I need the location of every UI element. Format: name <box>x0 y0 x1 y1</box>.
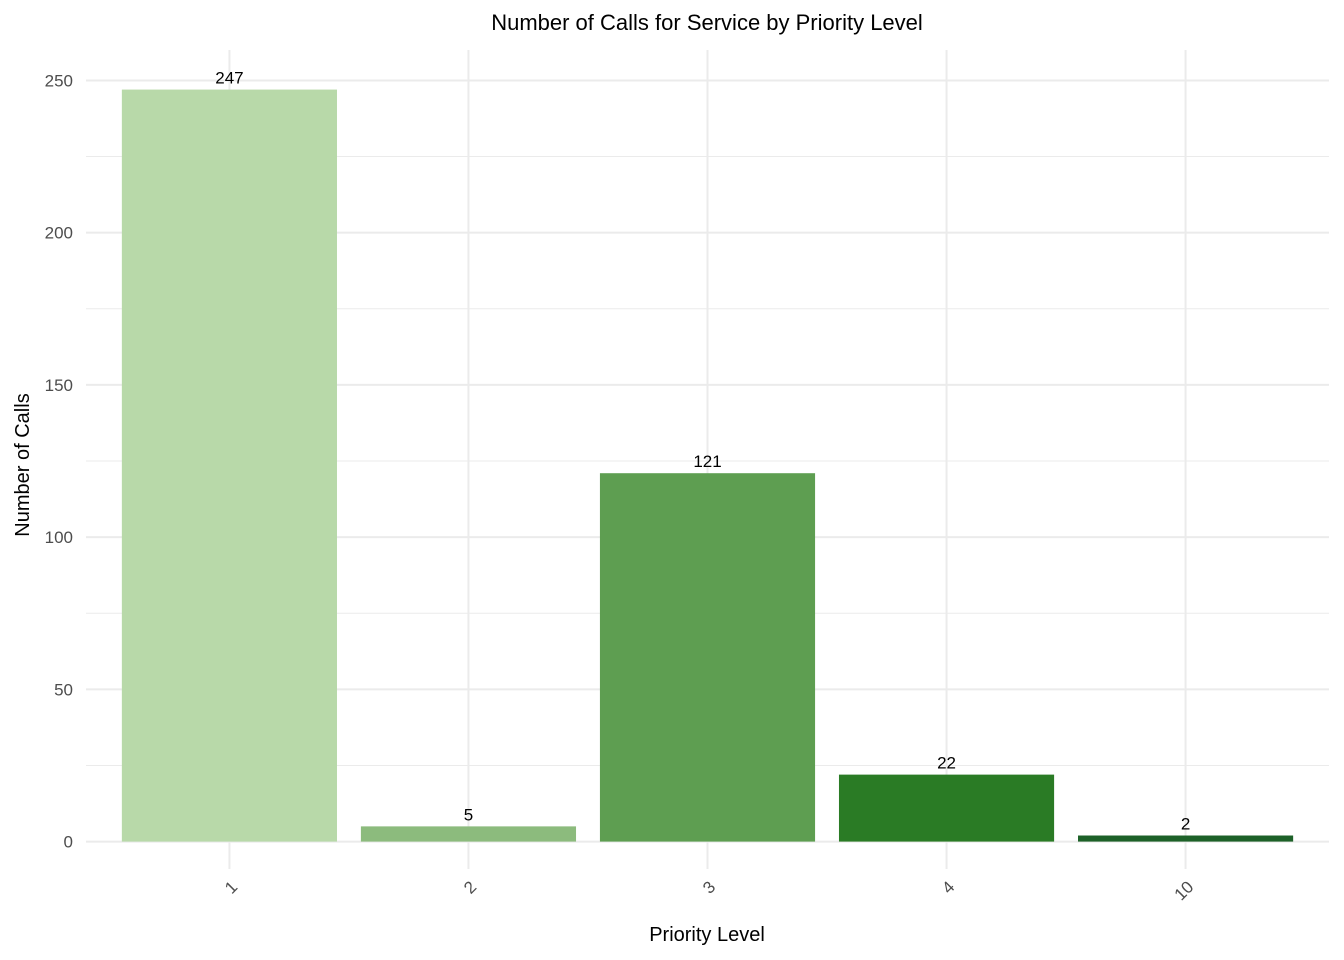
bar-value-label: 2 <box>1181 815 1190 834</box>
bar-value-label: 247 <box>215 69 243 88</box>
bar-value-label: 121 <box>693 452 721 471</box>
x-axis-title: Priority Level <box>649 924 765 946</box>
bar-value-label: 22 <box>937 754 956 773</box>
y-tick-label: 250 <box>45 71 73 90</box>
x-tick-label: 4 <box>938 877 958 897</box>
y-tick-label: 100 <box>45 528 73 547</box>
x-tick-label: 2 <box>460 877 480 897</box>
bar-priority-4 <box>838 774 1055 842</box>
bars-layer <box>121 89 1294 842</box>
x-tick-label: 1 <box>221 877 241 897</box>
bar-priority-1 <box>121 89 337 842</box>
y-tick-label: 0 <box>64 833 73 852</box>
x-tick-label: 10 <box>1171 877 1198 904</box>
ticks-layer: 0 50 100 150 200 250 1 2 3 4 10 <box>45 71 1198 904</box>
chart-title: Number of Calls for Service by Priority … <box>491 10 923 35</box>
bar-priority-10 <box>1078 835 1294 842</box>
y-tick-label: 50 <box>54 680 73 699</box>
bar-priority-3 <box>599 473 816 842</box>
bar-value-label: 5 <box>464 805 473 824</box>
y-tick-label: 150 <box>45 376 73 395</box>
x-tick-label: 3 <box>699 877 719 897</box>
y-axis-title: Number of Calls <box>12 393 34 536</box>
bar-priority-2 <box>360 826 577 842</box>
y-tick-label: 200 <box>45 224 73 243</box>
